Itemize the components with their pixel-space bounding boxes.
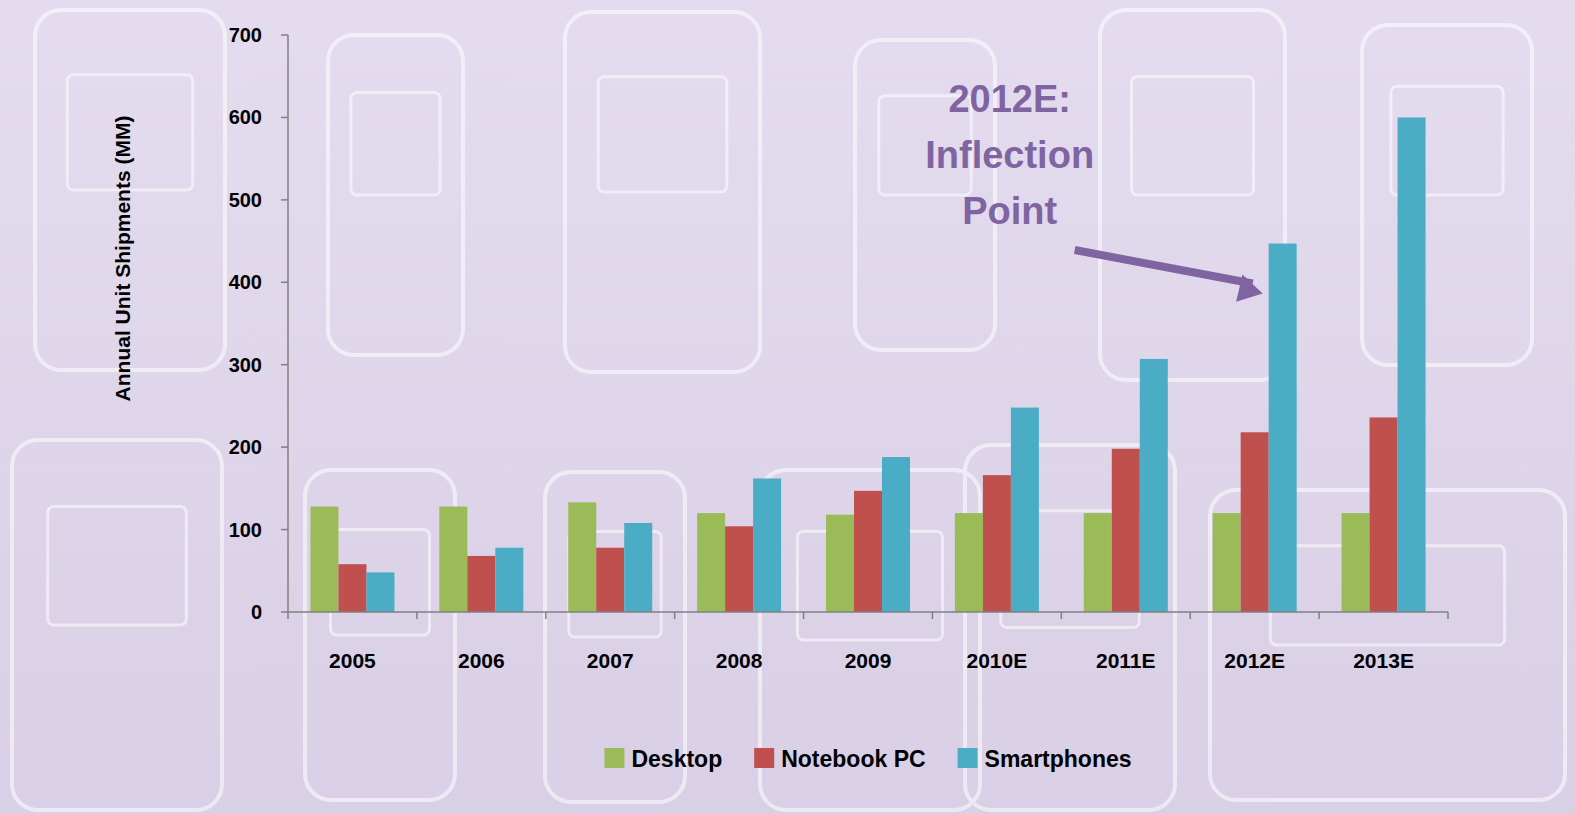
x-tick-label: 2013E	[1353, 649, 1414, 672]
bar	[1213, 513, 1241, 612]
y-tick-label: 600	[229, 106, 262, 128]
x-tick-label: 2008	[716, 649, 763, 672]
bar	[1084, 513, 1112, 612]
annotation-line: Point	[962, 190, 1057, 232]
legend: Desktop Notebook PC Smartphones	[604, 746, 1131, 772]
x-tick-label: 2012E	[1224, 649, 1285, 672]
phone-screen	[48, 507, 187, 625]
y-tick	[281, 446, 288, 448]
x-tick	[674, 612, 676, 619]
bar	[467, 556, 495, 612]
y-tick-label: 500	[229, 189, 262, 211]
bar	[596, 548, 624, 612]
x-tick-label: 2007	[587, 649, 634, 672]
annotation: 2012E: Inflection Point	[925, 78, 1094, 232]
phone-outline	[305, 470, 455, 800]
x-tick-label: 2006	[458, 649, 505, 672]
y-tick	[281, 34, 288, 36]
y-tick-label: 0	[251, 601, 262, 623]
annotation-line: 2012E:	[948, 78, 1071, 120]
x-tick	[1189, 612, 1191, 619]
annotation-arrow	[1075, 250, 1253, 284]
x-tick-label: 2010E	[967, 649, 1028, 672]
phone-outlines	[12, 10, 1565, 810]
phone-outline	[328, 35, 463, 355]
y-tick	[281, 199, 288, 201]
y-tick-label: 300	[229, 354, 262, 376]
y-tick	[281, 282, 288, 284]
bar	[495, 548, 523, 612]
x-tick	[416, 612, 418, 619]
bar	[1112, 449, 1140, 612]
bar	[1011, 408, 1039, 612]
bar	[753, 478, 781, 612]
chart: 0 100 200 300 400 500 600 700 2005 2006 2007 2008 20…	[0, 0, 1575, 814]
y-tick-label: 700	[229, 24, 262, 46]
bar	[1241, 432, 1269, 612]
annotation-arrowhead	[1236, 274, 1263, 301]
bars	[310, 117, 1425, 612]
phone-screen	[351, 93, 440, 195]
x-tick-label: 2005	[329, 649, 376, 672]
bar	[439, 506, 467, 612]
x-tick	[803, 612, 805, 619]
phone-outline	[565, 12, 760, 372]
bar	[854, 491, 882, 612]
page: {"chart_data": { "type": "bar", "y_label…	[0, 0, 1575, 814]
x-tick	[1447, 612, 1449, 619]
bar	[338, 564, 366, 612]
y-axis-title: Annual Unit Shipments (MM)	[111, 116, 134, 402]
y-tick	[281, 529, 288, 531]
phone-screen	[598, 77, 727, 192]
x-axis	[288, 611, 1448, 613]
phone-outline	[1362, 25, 1532, 365]
annotation-line: Inflection	[925, 134, 1094, 176]
x-tick-label: 2009	[845, 649, 892, 672]
bar	[1140, 359, 1168, 612]
y-axis	[287, 35, 289, 612]
legend-item: Desktop	[604, 746, 722, 772]
bar	[955, 513, 983, 612]
phone-outline	[760, 470, 980, 810]
bar	[1342, 513, 1370, 612]
x-tick	[1318, 612, 1320, 619]
x-tick	[1061, 612, 1063, 619]
bar	[725, 526, 753, 612]
legend-label: Desktop	[631, 746, 722, 772]
bar	[1398, 117, 1426, 612]
bar	[624, 523, 652, 612]
bar	[882, 457, 910, 612]
bar	[310, 506, 338, 612]
legend-swatch	[754, 748, 774, 768]
x-tick	[545, 612, 547, 619]
y-tick	[281, 364, 288, 366]
bar	[826, 515, 854, 612]
bar	[1269, 244, 1297, 612]
y-tick	[281, 117, 288, 119]
y-tick-label: 100	[229, 519, 262, 541]
bar	[1370, 417, 1398, 612]
y-tick	[281, 611, 288, 613]
legend-label: Smartphones	[985, 746, 1132, 772]
legend-swatch	[958, 748, 978, 768]
y-tick-label: 200	[229, 436, 262, 458]
legend-item: Smartphones	[958, 746, 1132, 772]
phone-screen	[1131, 77, 1253, 195]
bar	[366, 572, 394, 612]
x-tick	[932, 612, 934, 619]
phone-screen	[331, 529, 430, 635]
legend-swatch	[604, 748, 624, 768]
x-tick-label: 2011E	[1096, 649, 1156, 672]
legend-label: Notebook PC	[781, 746, 925, 772]
bar	[983, 475, 1011, 612]
y-tick-label: 400	[229, 271, 262, 293]
legend-item: Notebook PC	[754, 746, 925, 772]
bar	[568, 502, 596, 612]
x-tick	[287, 612, 289, 619]
phone-outline	[12, 440, 222, 810]
bar	[697, 513, 725, 612]
phone-outline	[1100, 10, 1285, 380]
